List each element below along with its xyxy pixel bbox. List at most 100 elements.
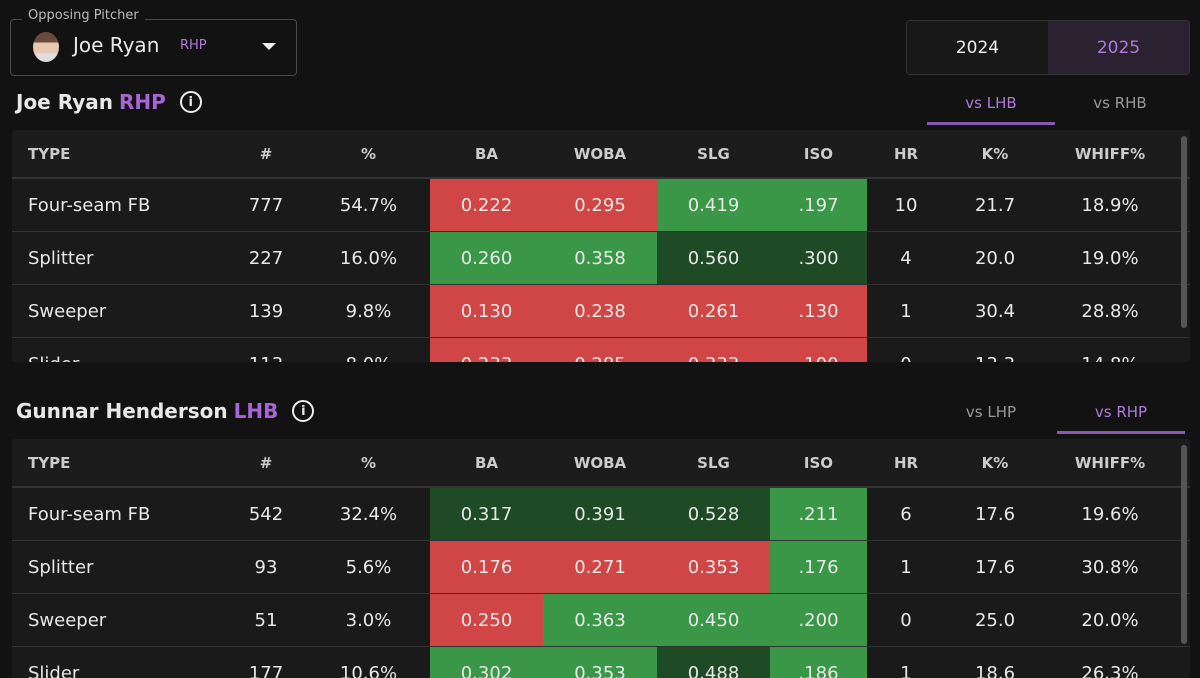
table-cell: 1 (900, 300, 912, 322)
column-header: WHIFF% (1074, 144, 1146, 163)
table-cell: 0.358 (543, 232, 657, 284)
table-cell: 93 (254, 556, 278, 578)
column-header: % (360, 453, 377, 472)
table-cell: 10.6% (339, 662, 398, 678)
avatar (33, 32, 59, 62)
table-cell: 18.9% (1081, 194, 1139, 216)
season-toggle: 2024 2025 (906, 20, 1190, 75)
table-cell: .186 (770, 647, 867, 678)
season-button[interactable]: 2025 (1048, 21, 1189, 74)
table-cell: 17.6 (974, 556, 1016, 578)
table-row: Four-seam FB 542 32.4% 0.317 0.391 0.528.211 6… (12, 488, 1190, 541)
table-cell: 0.488 (657, 647, 770, 678)
table-row: Splitter 93 5.6% 0.176 0.271 0.353.176 1 17.6 30… (12, 541, 1190, 594)
season-button[interactable]: 2024 (907, 21, 1048, 74)
table-cell: 0.176 (430, 541, 543, 593)
batter-hand: RHP (118, 90, 166, 114)
batter-name: Joe Ryan (16, 90, 113, 114)
info-icon[interactable]: i (179, 91, 202, 113)
table-cell: 139 (248, 300, 284, 322)
table-cell: .100 (770, 338, 867, 362)
table-cell: 0.285 (543, 338, 657, 362)
table-cell: 20.0 (974, 247, 1016, 269)
column-header: HR (893, 144, 919, 163)
table-cell: 16.0% (339, 247, 398, 269)
table-cell: 0.222 (430, 179, 543, 231)
table-cell: Four-seam FB (28, 503, 151, 525)
table-cell: 8.0% (307, 338, 430, 363)
table-cell: 777 (248, 194, 284, 216)
pitch-table: TYPE #% BA WOBA SLG ISO HR K% WHIFF% Four-seam FB… (12, 439, 1190, 678)
header-row: TYPE #% BA WOBA SLG ISO HR K% WHIFF% (12, 130, 1190, 179)
table-row: Sweeper 139 9.8% 0.130 0.238 0.261.130 1 30.4 28… (12, 285, 1190, 338)
table-row: Splitter 227 16.0% 0.260 0.358 0.560.300 4 20.0… (12, 232, 1190, 285)
table-cell: 0.295 (543, 179, 657, 231)
table-cell: Splitter (28, 556, 94, 578)
table-cell: Slider (28, 662, 80, 678)
table-cell: Sweeper (28, 609, 107, 631)
table-cell: .197 (770, 179, 867, 231)
split-tab[interactable]: vs RHP (1057, 403, 1185, 434)
column-header: ISO (803, 453, 834, 472)
table-cell: 227 (248, 247, 284, 269)
table-cell: 0.302 (430, 647, 543, 678)
batter-name: Gunnar Henderson (16, 399, 228, 423)
column-header: SLG (697, 144, 730, 163)
table-cell: 0.419 (657, 179, 770, 231)
column-header: BA (474, 453, 499, 472)
table-cell: 30.8% (1081, 556, 1139, 578)
table-row: Sweeper 51 3.0% 0.250 0.363 0.450.200 0 25.0 20.… (12, 594, 1190, 647)
table-cell: 19.0% (1081, 247, 1139, 269)
table-cell: 0.250 (430, 594, 543, 646)
table-cell: 0 (867, 338, 945, 363)
split-tab[interactable]: vs LHB (927, 94, 1055, 125)
table-cell: 0.528 (657, 488, 770, 540)
table-cell: Four-seam FB (28, 194, 151, 216)
scrollbar[interactable] (1181, 136, 1187, 328)
pitcher-select[interactable] (10, 19, 297, 76)
pitch-table: TYPE #% BA WOBA SLG ISO HR K% WHIFF% Four-seam FB… (12, 130, 1190, 362)
split-tab[interactable]: vs RHB (1093, 94, 1147, 112)
select-label: Opposing Pitcher (22, 8, 145, 23)
pitcher-hand: RHP (180, 38, 207, 53)
table-cell: 0.271 (543, 541, 657, 593)
table-cell: 51 (254, 609, 278, 631)
column-header: WOBA (573, 144, 627, 163)
table-cell: 14.8% (1045, 338, 1175, 363)
table-cell: 18.6 (974, 662, 1016, 678)
table-cell: 0.560 (657, 232, 770, 284)
pitcher-name: Joe Ryan (73, 33, 160, 57)
batter-hand: LHB (233, 399, 279, 423)
table-cell: 13.3 (945, 338, 1045, 363)
table-cell: 10 (894, 194, 918, 216)
table-cell: Slider (12, 338, 225, 363)
table-cell: 0.238 (543, 285, 657, 337)
panel-title: Joe Ryan RHP i (16, 90, 202, 114)
column-header: SLG (697, 453, 730, 472)
table-cell: 21.7 (974, 194, 1016, 216)
table-cell: 5.6% (345, 556, 392, 578)
scrollbar[interactable] (1181, 445, 1187, 644)
table-cell: 113 (225, 338, 307, 363)
column-header: % (360, 144, 377, 163)
column-header: TYPE (28, 144, 71, 163)
column-header: # (259, 453, 273, 472)
table-cell: .200 (770, 594, 867, 646)
table-cell: 0.233 (430, 338, 543, 362)
table-cell: 28.8% (1081, 300, 1139, 322)
table-row: Four-seam FB 777 54.7% 0.222 0.295 0.419.197 1… (12, 179, 1190, 232)
dropdown-arrow[interactable] (262, 43, 276, 50)
panel-title: Gunnar Henderson LHB i (16, 399, 315, 423)
table-cell: 19.6% (1081, 503, 1139, 525)
table-cell: 0.353 (543, 647, 657, 678)
table-cell: 0.261 (657, 285, 770, 337)
table-cell: 0.260 (430, 232, 543, 284)
split-tab[interactable]: vs LHP (965, 403, 1017, 421)
table-cell: 9.8% (345, 300, 392, 322)
table-cell: 25.0 (974, 609, 1016, 631)
info-icon[interactable]: i (292, 400, 315, 422)
table-cell: 0.391 (543, 488, 657, 540)
table-cell: Sweeper (28, 300, 107, 322)
table-cell: 6 (900, 503, 912, 525)
